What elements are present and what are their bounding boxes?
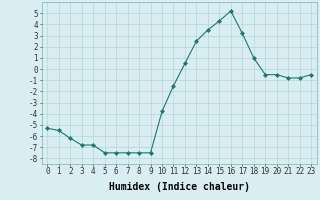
X-axis label: Humidex (Indice chaleur): Humidex (Indice chaleur) [109, 182, 250, 192]
